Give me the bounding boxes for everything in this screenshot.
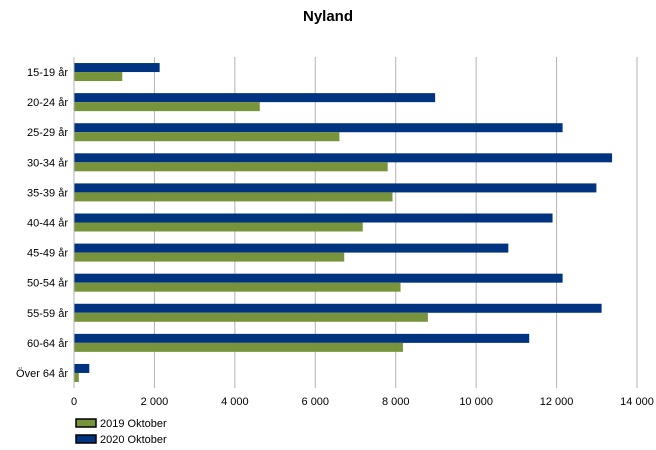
category-label: 55-59 år: [27, 308, 68, 320]
bar-2019-oktober: [74, 132, 340, 142]
category-label: Över 64 år: [16, 368, 68, 380]
bar-2020-oktober: [74, 243, 509, 253]
x-tick-label: 6 000: [302, 396, 330, 408]
x-tick-label: 14 000: [620, 396, 654, 408]
bar-2019-oktober: [74, 252, 345, 262]
x-tick-label: 4 000: [221, 396, 249, 408]
bar-2019-oktober: [74, 312, 428, 322]
category-label: 45-49 år: [27, 248, 68, 260]
bar-2019-oktober: [74, 282, 401, 292]
bar-2019-oktober: [74, 372, 79, 382]
category-label: 35-39 år: [27, 187, 68, 199]
bars: [74, 63, 613, 382]
legend: 2019 Oktober 2020 Oktober: [75, 418, 167, 446]
category-label: 30-34 år: [27, 157, 68, 169]
bar-2020-oktober: [74, 273, 563, 283]
category-label: 20-24 år: [27, 97, 68, 109]
x-tick-label: 12 000: [540, 396, 574, 408]
legend-swatch: [75, 418, 97, 428]
bar-2019-oktober: [74, 192, 393, 202]
category-label: 15-19 år: [27, 67, 68, 79]
bar-2019-oktober: [74, 72, 123, 82]
x-tick-label: 10 000: [459, 396, 493, 408]
chart-title: Nyland: [302, 8, 353, 25]
category-label: 50-54 år: [27, 278, 68, 290]
legend-label: 2020 Oktober: [100, 434, 167, 446]
axes: 0 2 000 4 000 6 000 8 000 10 000 12 000 14 000 1…: [16, 57, 654, 408]
bar-2020-oktober: [74, 123, 563, 133]
bar-2020-oktober: [74, 363, 90, 373]
bar-2020-oktober: [74, 93, 436, 103]
category-label: 25-29 år: [27, 127, 68, 139]
bar-2019-oktober: [74, 162, 388, 172]
bar-2020-oktober: [74, 153, 613, 163]
bar-2019-oktober: [74, 102, 260, 112]
bar-2020-oktober: [74, 213, 553, 223]
bar-2019-oktober: [74, 222, 363, 232]
bar-2019-oktober: [74, 342, 403, 352]
category-label: 60-64 år: [27, 338, 68, 350]
x-tick-label: 2 000: [141, 396, 169, 408]
bar-2020-oktober: [74, 303, 602, 313]
bar-2020-oktober: [74, 333, 530, 343]
x-tick-label: 8 000: [382, 396, 410, 408]
x-tick-label: 0: [71, 396, 77, 408]
bar-2020-oktober: [74, 183, 597, 193]
bar-2020-oktober: [74, 63, 160, 73]
legend-swatch: [75, 434, 97, 444]
category-label: 40-44 år: [27, 218, 68, 230]
legend-label: 2019 Oktober: [100, 418, 167, 430]
